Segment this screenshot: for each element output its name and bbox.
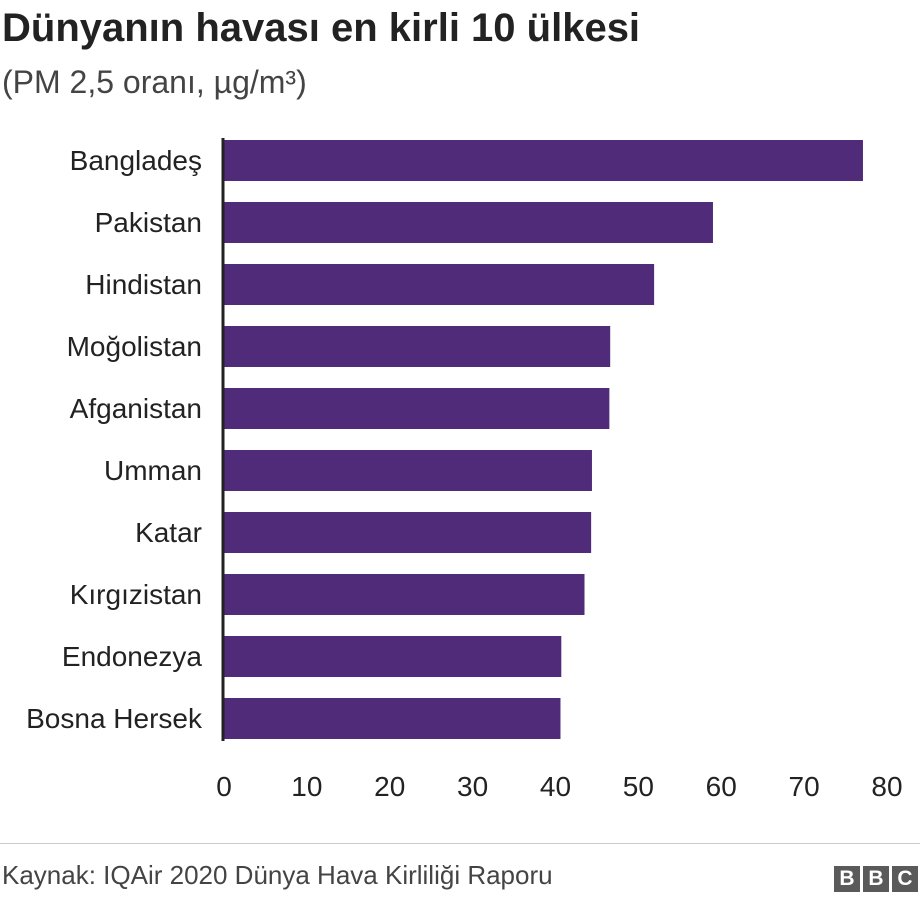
x-tick-label: 80 [871, 771, 902, 802]
bar [224, 512, 592, 553]
category-label: Pakistan [95, 207, 202, 238]
bar [224, 326, 611, 367]
category-label: Bosna Hersek [26, 703, 203, 734]
bar [224, 202, 713, 243]
bbc-logo: B B C [834, 866, 918, 892]
chart-subtitle: (PM 2,5 oranı, µg/m³) [2, 64, 307, 100]
bbc-logo-letter: B [834, 866, 860, 892]
category-labels: Bangladeş Pakistan Hindistan Moğolistan Afga… [26, 145, 203, 734]
x-tick-label: 20 [374, 771, 405, 802]
bar-chart: Bangladeş Pakistan Hindistan Moğolistan Afga… [26, 138, 903, 802]
bar [224, 140, 863, 181]
source-note: Kaynak: IQAir 2020 Dünya Hava Kirliliği … [2, 860, 553, 890]
x-tick-label: 70 [789, 771, 820, 802]
bbc-logo-letter: B [863, 866, 889, 892]
category-label: Bangladeş [70, 145, 202, 176]
x-tick-label: 30 [457, 771, 488, 802]
category-label: Kırgızistan [70, 579, 202, 610]
category-label: Umman [104, 455, 202, 486]
x-tick-label: 0 [216, 771, 232, 802]
category-label: Endonezya [62, 641, 203, 672]
bar [224, 636, 562, 677]
bar [224, 264, 655, 305]
category-label: Moğolistan [67, 331, 202, 362]
chart-title: Dünyanın havası en kirli 10 ülkesi [2, 6, 641, 50]
bar [224, 698, 561, 739]
bbc-logo-letter: C [892, 866, 918, 892]
category-label: Katar [135, 517, 202, 548]
bar [224, 388, 610, 429]
x-tick-labels: 0 10 20 30 40 50 60 70 80 [216, 771, 902, 802]
category-label: Afganistan [70, 393, 202, 424]
bars-group [224, 140, 863, 739]
category-label: Hindistan [85, 269, 202, 300]
bar [224, 450, 592, 491]
footer-divider [0, 843, 920, 844]
x-tick-label: 60 [706, 771, 737, 802]
x-tick-label: 40 [540, 771, 571, 802]
x-tick-label: 10 [291, 771, 322, 802]
bar [224, 574, 585, 615]
x-tick-label: 50 [623, 771, 654, 802]
